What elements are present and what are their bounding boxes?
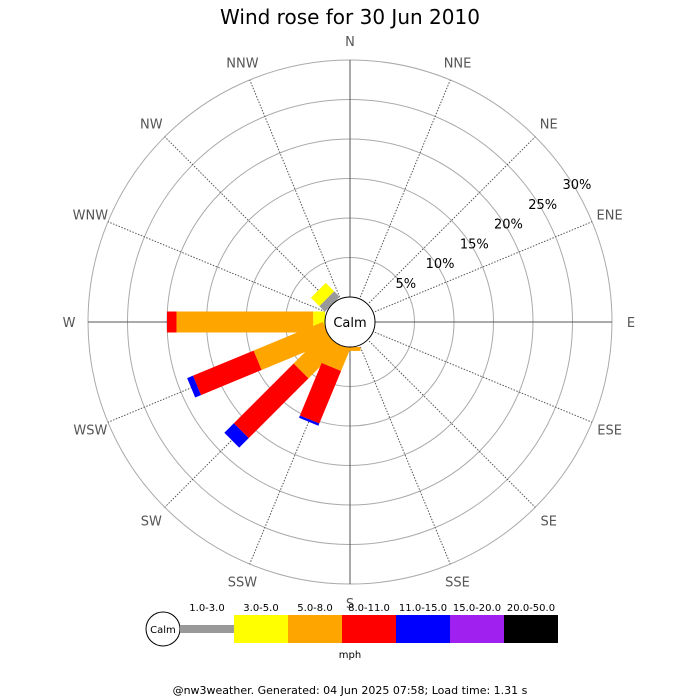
direction-label-e: E [627,316,635,331]
ring-label-5: 25% [528,198,557,213]
wind-bar-nw-1.0-3.0 [319,291,340,312]
wind-bar-wsw-8.0-11.0 [192,350,262,396]
legend-calm-label: Calm [150,625,176,636]
polar-grid: N NNE NE ENE E ESE SE SSE S SSW SW WSW W WNW NW NNW [63,35,636,612]
wind-bar-segment [293,332,340,379]
wind-bar-segment [298,415,320,426]
legend-swatch-1 [180,625,234,633]
legend-range-4: 8.0-11.0 [348,603,390,614]
legend-swatch-6 [450,615,504,643]
direction-label-ene: ENE [597,208,623,223]
direction-label-s: S [346,597,354,612]
wind-bar-segment [310,282,335,307]
wind-bars [167,282,361,448]
direction-label-n: N [345,35,355,50]
wind-bar-ssw-11.0-15.0 [298,415,320,426]
wind-bar-w-5.0-8.0 [176,311,314,333]
ring-label-2: 10% [426,257,455,272]
legend-range-6: 15.0-20.0 [453,603,501,614]
ring-label-3: 15% [460,237,489,252]
wind-bar-segment [299,362,342,424]
wind-bar-segment [167,311,177,333]
legend-range-5: 11.0-15.0 [399,603,447,614]
ring-labels: 5% 10% 15% 20% 25% 30% [396,178,592,292]
wind-bar-wsw-5.0-8.0 [253,321,331,370]
wind-bar-segment [319,291,340,312]
wind-bar-segment [253,321,331,370]
legend-swatch-3 [288,615,342,643]
direction-label-nnw: NNW [226,56,258,71]
wind-bar-sw-8.0-11.0 [233,363,309,439]
wind-bar-segment [339,347,361,351]
direction-label-ne: NE [540,117,558,132]
wind-bar-nw-3.0-5.0 [310,282,335,307]
wind-bar-s-5.0-8.0 [339,347,361,351]
direction-label-ese: ESE [597,424,622,439]
wind-bar-segment [187,375,202,398]
legend-range-1: 1.0-3.0 [189,603,224,614]
direction-label-sw: SW [141,515,162,530]
wind-bar-w-8.0-11.0 [167,311,177,333]
calm-center: Calm [324,296,376,348]
speed-legend: Calm mph 1.0-3.0 3.0-5.0 5.0-8.0 8.0-11.0 11… [145,603,558,661]
legend-range-3: 5.0-8.0 [297,603,332,614]
wind-bar-segment [176,311,314,333]
direction-label-nne: NNE [444,56,472,71]
ring-label-1: 5% [396,277,417,292]
wind-bar-segment [224,423,249,448]
legend-swatch-2 [234,615,288,643]
calm-circle [324,296,376,348]
legend-swatch-4 [342,615,396,643]
direction-label-wsw: WSW [73,424,107,439]
legend-unit: mph [339,650,361,661]
ring-label-4: 20% [494,218,523,233]
direction-label-w: W [63,316,76,331]
legend-range-7: 20.0-50.0 [507,603,555,614]
chart-title: Wind rose for 30 Jun 2010 [220,5,480,29]
wind-bar-segment [192,350,262,396]
wind-bar-sw-5.0-8.0 [293,332,340,379]
direction-label-wnw: WNW [73,208,109,223]
legend-range-2: 3.0-5.0 [243,603,278,614]
direction-label-se: SE [540,515,556,530]
legend-swatch-7 [504,615,558,643]
direction-label-ssw: SSW [228,576,258,591]
direction-label-nw: NW [140,117,163,132]
ring-label-6: 30% [562,178,591,193]
calm-label: Calm [333,316,366,331]
wind-bar-sw-11.0-15.0 [224,423,249,448]
wind-bar-ssw-8.0-11.0 [299,362,342,424]
direction-label-sse: SSE [445,576,470,591]
wind-bar-wsw-11.0-15.0 [187,375,202,398]
wind-bar-segment [233,363,309,439]
legend-swatch-5 [396,615,450,643]
footer-text: @nw3weather. Generated: 04 Jun 2025 07:5… [173,684,528,697]
